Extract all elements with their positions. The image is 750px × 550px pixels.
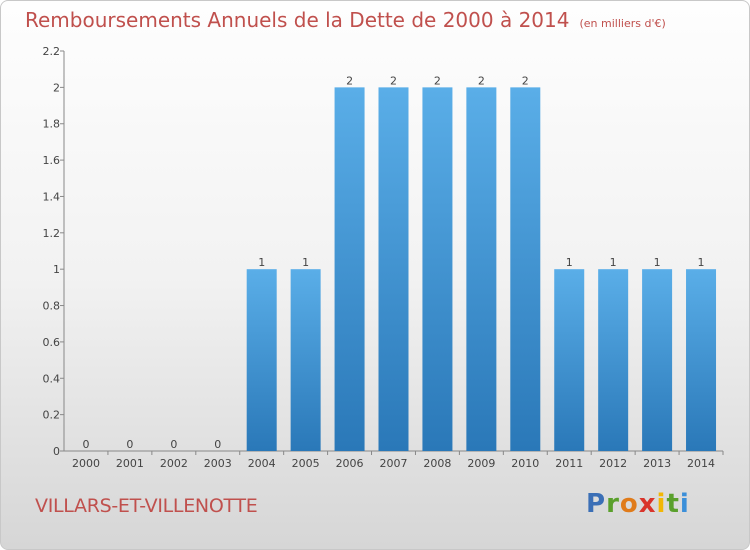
y-tick-label: 1.2	[43, 227, 61, 240]
y-tick-label: 2	[53, 81, 60, 94]
x-tick-label: 2012	[599, 457, 627, 470]
data-label: 0	[82, 438, 89, 451]
data-label: 1	[566, 256, 573, 269]
chart-unit: (en milliers d'€)	[579, 17, 666, 30]
commune-name: VILLARS-ET-VILLENOTTE	[35, 495, 258, 517]
data-label: 0	[126, 438, 133, 451]
bar	[554, 269, 585, 451]
x-tick-label: 2010	[511, 457, 539, 470]
data-label: 2	[346, 74, 353, 87]
x-tick-label: 2014	[687, 457, 715, 470]
logo-letter: o	[619, 489, 639, 519]
chart-title: Remboursements Annuels de la Dette de 20…	[25, 8, 666, 32]
y-tick-label: 1.6	[43, 154, 61, 167]
y-tick-label: 1.4	[43, 190, 61, 203]
x-tick-label: 2006	[336, 457, 364, 470]
bar	[290, 269, 321, 451]
data-label: 2	[390, 74, 397, 87]
logo-letter: P	[586, 489, 607, 519]
x-tick-label: 2007	[380, 457, 408, 470]
data-label: 1	[698, 256, 705, 269]
chart-title-text: Remboursements Annuels de la Dette de 20…	[25, 8, 570, 32]
data-label: 1	[610, 256, 617, 269]
data-label: 2	[478, 74, 485, 87]
x-tick-label: 2005	[292, 457, 320, 470]
data-label: 0	[214, 438, 221, 451]
x-tick-label: 2009	[467, 457, 495, 470]
data-label: 0	[170, 438, 177, 451]
logo-letter: r	[606, 489, 620, 519]
data-label: 1	[258, 256, 265, 269]
y-tick-label: 0.6	[43, 336, 61, 349]
bar	[378, 87, 409, 451]
data-label: 1	[302, 256, 309, 269]
x-tick-label: 2001	[116, 457, 144, 470]
bar	[246, 269, 277, 451]
bar	[334, 87, 365, 451]
y-tick-label: 0.8	[43, 300, 61, 313]
bar	[466, 87, 497, 451]
y-tick-label: 2.2	[43, 45, 61, 58]
x-tick-label: 2002	[160, 457, 188, 470]
bar	[422, 87, 453, 451]
y-tick-label: 0.4	[43, 372, 61, 385]
logo-letter: i	[656, 489, 667, 519]
data-label: 2	[522, 74, 529, 87]
bar	[686, 269, 717, 451]
x-tick-label: 2000	[72, 457, 100, 470]
logo-letter: i	[679, 489, 690, 519]
logo-letter: x	[638, 489, 657, 519]
proxiti-logo[interactable]: Proxiti	[586, 489, 690, 519]
x-tick-label: 2003	[204, 457, 232, 470]
data-label: 2	[434, 74, 441, 87]
y-tick-label: 0	[53, 445, 60, 458]
x-tick-label: 2011	[555, 457, 583, 470]
y-tick-label: 0.2	[43, 409, 61, 422]
x-tick-label: 2013	[643, 457, 671, 470]
bar	[598, 269, 629, 451]
x-tick-label: 2004	[248, 457, 276, 470]
y-tick-label: 1.8	[43, 118, 61, 131]
y-tick-label: 1	[53, 263, 60, 276]
logo-letter: t	[666, 489, 680, 519]
bar	[510, 87, 541, 451]
data-label: 1	[654, 256, 661, 269]
bar	[642, 269, 673, 451]
x-tick-label: 2008	[423, 457, 451, 470]
